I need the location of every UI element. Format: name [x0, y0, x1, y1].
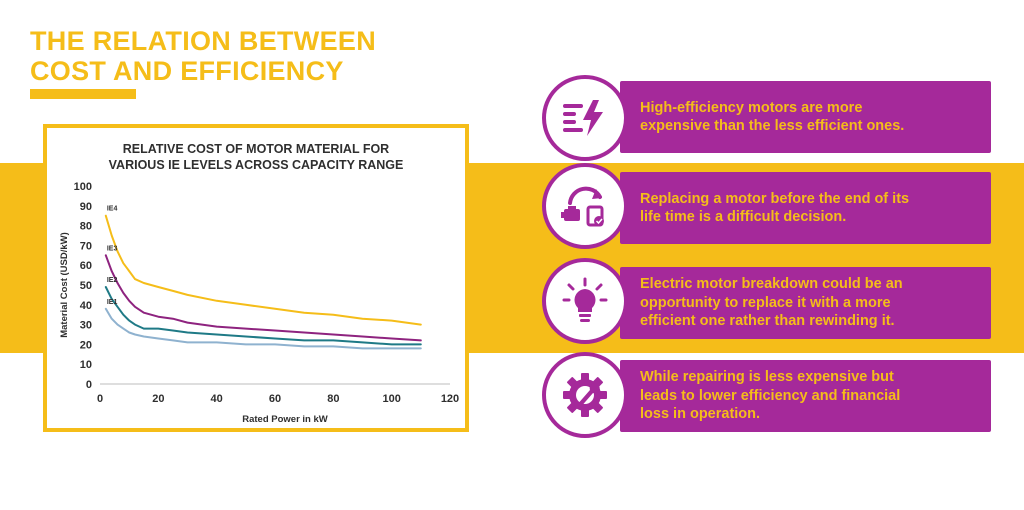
x-tick-label: 120 [441, 393, 459, 405]
series-line-ie4 [104, 214, 422, 326]
info-panel-1-line-2: expensive than the less efficient ones. [640, 118, 905, 134]
info-panel-1-line-1: High-efficiency motors are more [640, 99, 863, 116]
gear-wrench-icon [542, 352, 628, 438]
x-tick-label: 80 [327, 393, 339, 405]
x-tick-label: 100 [382, 393, 400, 405]
line-chart: 0 20 40 60 80 100 120 0 10 20 30 40 50 60 70 80 90 100 Rat… [59, 181, 459, 425]
y-tick-label: 100 [74, 181, 92, 193]
info-panel-1: High-efficiency motors are more expensiv… [620, 81, 991, 153]
info-panel-2-text: Replacing a motor before the end of its … [620, 190, 917, 227]
motor-replace-icon [542, 163, 628, 249]
page-title: THE RELATION BETWEEN COST AND EFFICIENCY [30, 26, 376, 86]
x-axis-label: Rated Power in kW [242, 414, 328, 425]
chart-title-line-2: VARIOUS IE LEVELS ACROSS CAPACITY RANGE [108, 158, 404, 172]
y-tick-label: 10 [80, 359, 92, 371]
series-label-ie2: IE2 [107, 277, 118, 284]
y-axis-label: Material Cost (USD/kW) [59, 232, 70, 338]
y-tick-label: 40 [80, 300, 92, 312]
y-tick-label: 70 [80, 240, 92, 252]
info-panel-4-line-3: loss in operation. [640, 406, 761, 423]
info-panel-2-line-1: Replacing a motor before the end of its [640, 190, 910, 207]
y-tick-label: 60 [80, 260, 92, 272]
info-panel-4: While repairing is less expensive but le… [620, 360, 991, 432]
y-tick-label: 80 [80, 221, 92, 233]
series-line-ie2 [104, 286, 422, 346]
page-title-line-2: COST AND EFFICIENCY [30, 56, 344, 86]
x-tick-label: 20 [152, 393, 164, 405]
y-tick-label: 0 [86, 379, 92, 391]
info-panel-3-line-3: efficient one rather than rewinding it. [640, 313, 895, 330]
title-underline [30, 89, 136, 99]
y-tick-label: 30 [80, 320, 92, 332]
x-tick-label: 40 [211, 393, 223, 405]
info-panel-2-line-2: life time is a difficult decision. [640, 209, 847, 225]
info-panel-2: Replacing a motor before the end of its … [620, 172, 991, 244]
info-panel-4-line-2: leads to lower efficiency and financial [640, 387, 901, 404]
efficiency-bolt-icon [542, 75, 628, 161]
lightbulb-icon [542, 258, 628, 344]
info-panel-3-line-1: Electric motor breakdown could be an [640, 276, 903, 293]
info-panel-3: Electric motor breakdown could be an opp… [620, 267, 991, 339]
series-label-ie3: IE3 [107, 245, 118, 252]
y-tick-label: 20 [80, 339, 92, 351]
chart-title-line-1: RELATIVE COST OF MOTOR MATERIAL FOR [122, 142, 390, 156]
series-line-ie1 [104, 307, 422, 350]
info-panel-4-text: While repairing is less expensive but le… [620, 368, 908, 424]
page-title-line-1: THE RELATION BETWEEN [30, 26, 376, 56]
series-label-ie1: IE1 [107, 299, 118, 306]
series-line-ie3 [104, 254, 422, 342]
y-tick-label: 50 [80, 280, 92, 292]
y-tick-label: 90 [80, 201, 92, 213]
series-label-ie4: IE4 [107, 206, 118, 213]
x-tick-label: 60 [269, 393, 281, 405]
info-panel-1-text: High-efficiency motors are more expensiv… [620, 99, 912, 136]
chart-card: RELATIVE COST OF MOTOR MATERIAL FOR VARI… [43, 124, 469, 432]
x-tick-label: 0 [97, 393, 103, 405]
info-panel-3-line-2: opportunity to replace it with a more [640, 294, 891, 311]
info-panel-3-text: Electric motor breakdown could be an opp… [620, 275, 911, 331]
info-panel-4-line-1: While repairing is less expensive but [640, 369, 894, 386]
